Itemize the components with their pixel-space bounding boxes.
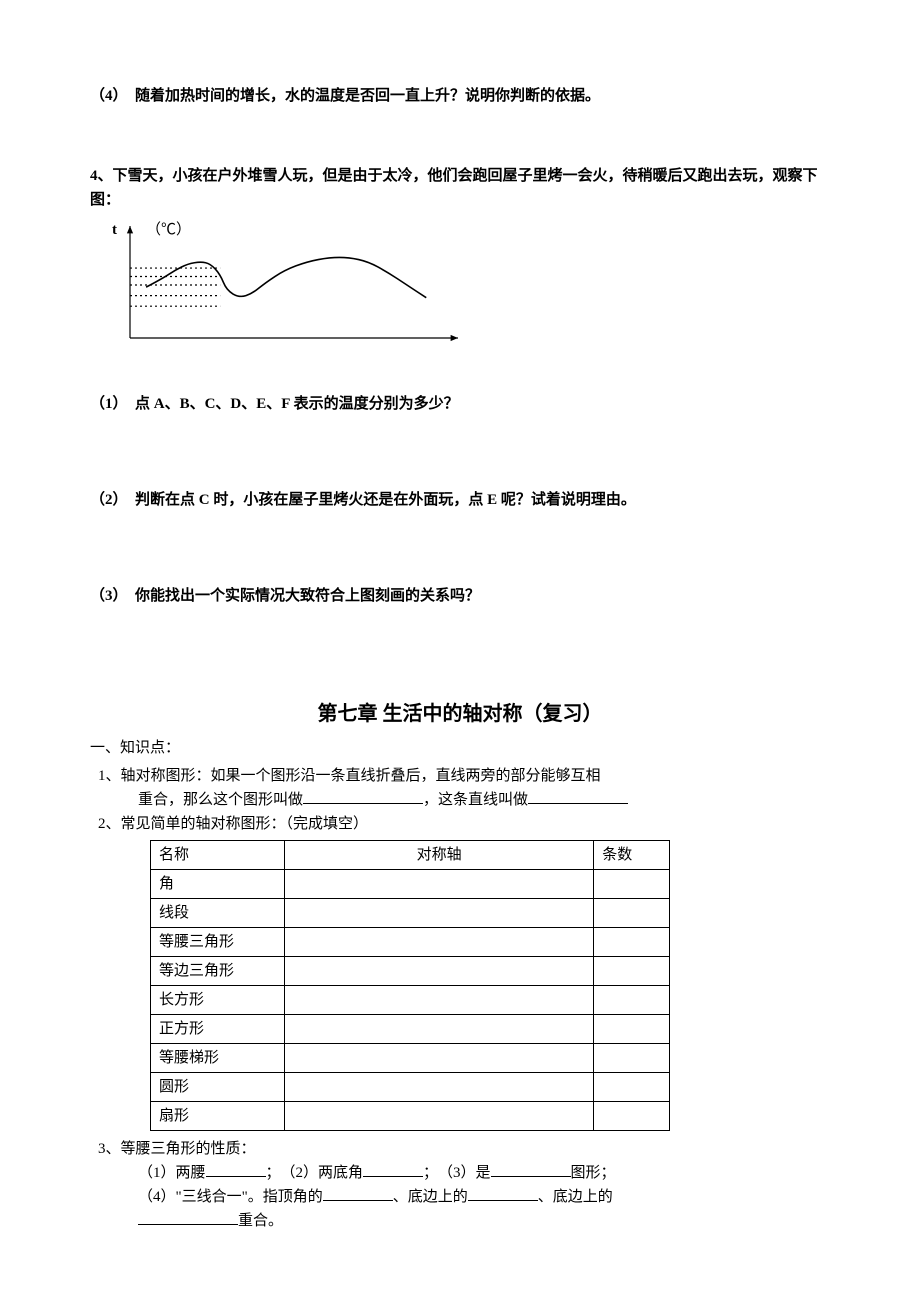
table-cell: 长方形: [151, 986, 285, 1015]
kp1-line1: 1、轴对称图形：如果一个图形沿一条直线折叠后，直线两旁的部分能够互相: [98, 764, 830, 788]
table-cell: 等边三角形: [151, 957, 285, 986]
kp3-line2: （4）"三线合一"。指顶角的 、底边上的 、底边上的: [138, 1185, 830, 1209]
table-cell[interactable]: [594, 986, 670, 1015]
kp3-line3: 重合。: [138, 1209, 830, 1233]
spacer: [90, 468, 830, 484]
question-4-prev: （4） 随着加热时间的增长，水的温度是否回一直上升？说明你判断的依据。: [90, 84, 830, 108]
chart-container: t （℃）: [102, 220, 482, 360]
table-cell[interactable]: [285, 899, 594, 928]
table-row: 等腰三角形: [151, 928, 670, 957]
kp3-1c: ； （3）是: [423, 1165, 491, 1181]
table-cell[interactable]: [285, 986, 594, 1015]
q4prev-text: （4） 随着加热时间的增长，水的温度是否回一直上升？说明你判断的依据。: [90, 88, 600, 104]
table-row: 正方形: [151, 1015, 670, 1044]
kp3-head: 3、等腰三角形的性质：: [98, 1137, 830, 1161]
th-count: 条数: [594, 841, 670, 870]
spacer: [90, 612, 830, 660]
table-cell[interactable]: [594, 1044, 670, 1073]
kp3-1a: （1）两腰: [138, 1165, 206, 1181]
kp3-2c: 、底边上的: [538, 1189, 613, 1205]
y-axis-unit: （℃）: [146, 218, 191, 242]
question-4-1: （1） 点 A、B、C、D、E、F 表示的温度分别为多少？: [90, 392, 830, 416]
question-4-2: （2） 判断在点 C 时，小孩在屋子里烤火还是在外面玩，点 E 呢？试着说明理由…: [90, 488, 830, 512]
table-cell[interactable]: [594, 1102, 670, 1131]
table-row: 等腰梯形: [151, 1044, 670, 1073]
table-cell: 圆形: [151, 1073, 285, 1102]
table-cell: 线段: [151, 899, 285, 928]
table-cell[interactable]: [285, 870, 594, 899]
section-1-head: 一、知识点：: [90, 736, 830, 760]
table-row: 线段: [151, 899, 670, 928]
table-cell: 等腰梯形: [151, 1044, 285, 1073]
th-axis: 对称轴: [285, 841, 594, 870]
table-cell: 扇形: [151, 1102, 285, 1131]
kp1-line2: 重合，那么这个图形叫做 ，这条直线叫做: [138, 788, 830, 812]
table-cell[interactable]: [285, 957, 594, 986]
table-cell[interactable]: [594, 899, 670, 928]
kp3-1d: 图形；: [571, 1165, 616, 1181]
table-row: 扇形: [151, 1102, 670, 1131]
table-cell[interactable]: [594, 1073, 670, 1102]
kp3-2b: 、底边上的: [393, 1189, 468, 1205]
p4-intro-text: 4、下雪天，小孩在户外堆雪人玩，但是由于太冷，他们会跑回屋子里烤一会火，待稍暖后…: [90, 168, 818, 208]
blank-field[interactable]: [491, 1161, 571, 1177]
question-4-3: （3） 你能找出一个实际情况大致符合上图刻画的关系吗？: [90, 584, 830, 608]
table-cell[interactable]: [594, 957, 670, 986]
kp1-2b: ，这条直线叫做: [423, 792, 528, 808]
kp2: 2、常见简单的轴对称图形：（完成填空）: [98, 812, 830, 836]
kp3-2a: （4）"三线合一"。指顶角的: [138, 1189, 323, 1205]
kp3-3a: 重合。: [238, 1213, 283, 1229]
temperature-chart: t （℃）: [102, 220, 830, 360]
spacer: [90, 112, 830, 160]
chapter-title: 第七章 生活中的轴对称（复习）: [90, 698, 830, 730]
table-row: 长方形: [151, 986, 670, 1015]
table-row: 等边三角形: [151, 957, 670, 986]
blank-field[interactable]: [468, 1185, 538, 1201]
spacer: [90, 372, 830, 388]
q43-text: （3） 你能找出一个实际情况大致符合上图刻画的关系吗？: [90, 588, 480, 604]
blank-field[interactable]: [528, 788, 628, 804]
table-row: 圆形: [151, 1073, 670, 1102]
y-axis-label: t: [112, 218, 117, 242]
symmetry-table: 名称 对称轴 条数 角线段等腰三角形等边三角形长方形正方形等腰梯形圆形扇形: [150, 840, 670, 1131]
table-cell[interactable]: [594, 870, 670, 899]
th-name: 名称: [151, 841, 285, 870]
kp1-2a: 重合，那么这个图形叫做: [138, 792, 303, 808]
table-row: 角: [151, 870, 670, 899]
table-cell: 正方形: [151, 1015, 285, 1044]
table-cell: 角: [151, 870, 285, 899]
spacer: [90, 660, 830, 690]
table-cell[interactable]: [285, 928, 594, 957]
table-cell[interactable]: [285, 1102, 594, 1131]
blank-field[interactable]: [206, 1161, 266, 1177]
q42-text: （2） 判断在点 C 时，小孩在屋子里烤火还是在外面玩，点 E 呢？试着说明理由…: [90, 492, 636, 508]
blank-field[interactable]: [323, 1185, 393, 1201]
kp3-line1: （1）两腰 ； （2）两底角 ； （3）是 图形；: [138, 1161, 830, 1185]
spacer: [90, 516, 830, 564]
table-header-row: 名称 对称轴 条数: [151, 841, 670, 870]
table-cell[interactable]: [594, 1015, 670, 1044]
table-cell[interactable]: [594, 928, 670, 957]
spacer: [90, 564, 830, 580]
blank-field[interactable]: [138, 1209, 238, 1225]
blank-field[interactable]: [303, 788, 423, 804]
kp3-1b: ； （2）两底角: [266, 1165, 364, 1181]
table-cell[interactable]: [285, 1044, 594, 1073]
table-cell[interactable]: [285, 1015, 594, 1044]
table-cell[interactable]: [285, 1073, 594, 1102]
problem-4-intro: 4、下雪天，小孩在户外堆雪人玩，但是由于太冷，他们会跑回屋子里烤一会火，待稍暖后…: [90, 164, 830, 212]
q41-text: （1） 点 A、B、C、D、E、F 表示的温度分别为多少？: [90, 396, 459, 412]
spacer: [90, 420, 830, 468]
table-cell: 等腰三角形: [151, 928, 285, 957]
blank-field[interactable]: [363, 1161, 423, 1177]
